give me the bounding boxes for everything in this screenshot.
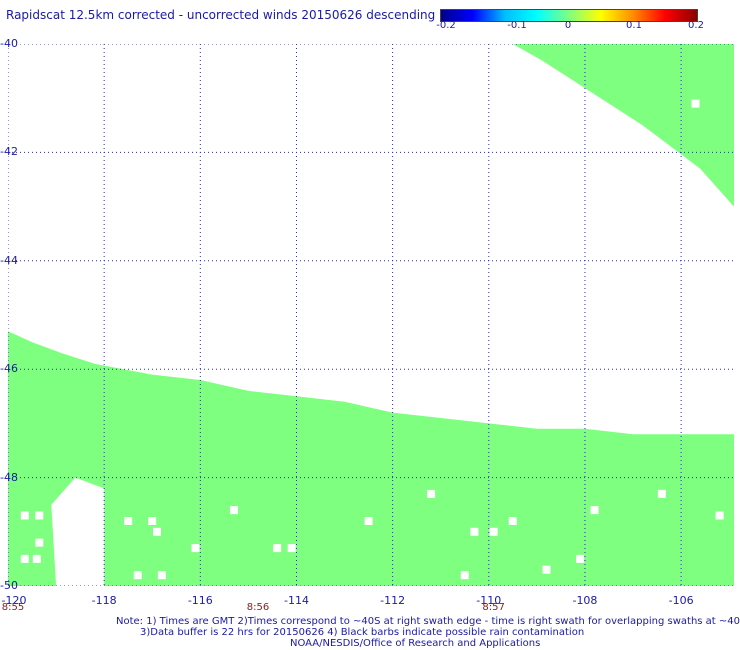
missing-cell	[273, 544, 282, 553]
note-line-3: NOAA/NESDIS/Office of Research and Appli…	[290, 638, 541, 649]
missing-cell	[691, 99, 700, 108]
missing-cell	[32, 554, 41, 563]
wind-field-layer	[8, 44, 734, 586]
colorbar-tick: 0	[564, 20, 572, 31]
missing-cell	[287, 544, 296, 553]
note-line-2: 3)Data buffer is 22 hrs for 20150626 4) …	[140, 627, 585, 638]
missing-cell	[153, 527, 161, 536]
missing-cell	[427, 489, 436, 498]
colorbar	[440, 9, 698, 22]
missing-cell	[460, 571, 469, 580]
x-tick-label: -106	[668, 594, 694, 607]
missing-cell	[148, 517, 157, 525]
missing-cell	[470, 527, 479, 536]
swath-upper-right	[512, 44, 734, 207]
missing-cell	[191, 544, 200, 553]
swath-time-label: 8:57	[482, 602, 505, 613]
missing-cell	[35, 511, 44, 520]
missing-cell	[364, 517, 373, 525]
x-tick-label: -110	[476, 594, 502, 607]
y-tick-label: -46	[0, 362, 18, 376]
y-tick-label: -42	[0, 145, 18, 159]
missing-cell	[20, 554, 29, 563]
y-tick-label: -48	[0, 470, 18, 484]
note-line-1: Note: 1) Times are GMT 2)Times correspon…	[116, 616, 740, 627]
y-tick-label: -40	[0, 36, 18, 50]
missing-cell	[133, 571, 142, 580]
x-tick-label: -120	[1, 594, 27, 607]
missing-cell	[230, 506, 238, 515]
y-tick-label: -44	[0, 253, 18, 267]
grid-layer	[8, 44, 734, 586]
missing-cell	[20, 511, 29, 520]
missing-cell	[590, 506, 599, 515]
colorbar-tick: -0.2	[436, 20, 456, 31]
missing-cell	[715, 511, 724, 520]
x-tick-label: -108	[572, 594, 598, 607]
x-tick-label: -114	[283, 594, 309, 607]
x-tick-label: -112	[380, 594, 406, 607]
swath-time-label: 8:56	[246, 602, 270, 613]
missing-cells-layer	[20, 99, 724, 580]
swath-time-label: 8:55	[1, 602, 25, 613]
missing-cell	[542, 565, 551, 574]
missing-cell	[124, 517, 133, 525]
colorbar-tick: -0.1	[507, 20, 527, 31]
missing-cell	[508, 517, 517, 525]
chart-title: Rapidscat 12.5km corrected - uncorrected…	[6, 8, 436, 22]
y-tick-label: -50	[0, 578, 18, 592]
swath-lower	[8, 331, 734, 586]
plot-area	[8, 44, 734, 586]
missing-cell	[576, 554, 585, 563]
colorbar-tick: 0.1	[626, 20, 642, 31]
missing-cell	[489, 527, 498, 536]
x-tick-label: -116	[187, 594, 213, 607]
missing-cell	[657, 489, 666, 498]
x-tick-label: -118	[91, 594, 117, 607]
missing-cell	[35, 538, 44, 547]
colorbar-tick: 0.2	[688, 20, 704, 31]
missing-cell	[157, 571, 166, 580]
